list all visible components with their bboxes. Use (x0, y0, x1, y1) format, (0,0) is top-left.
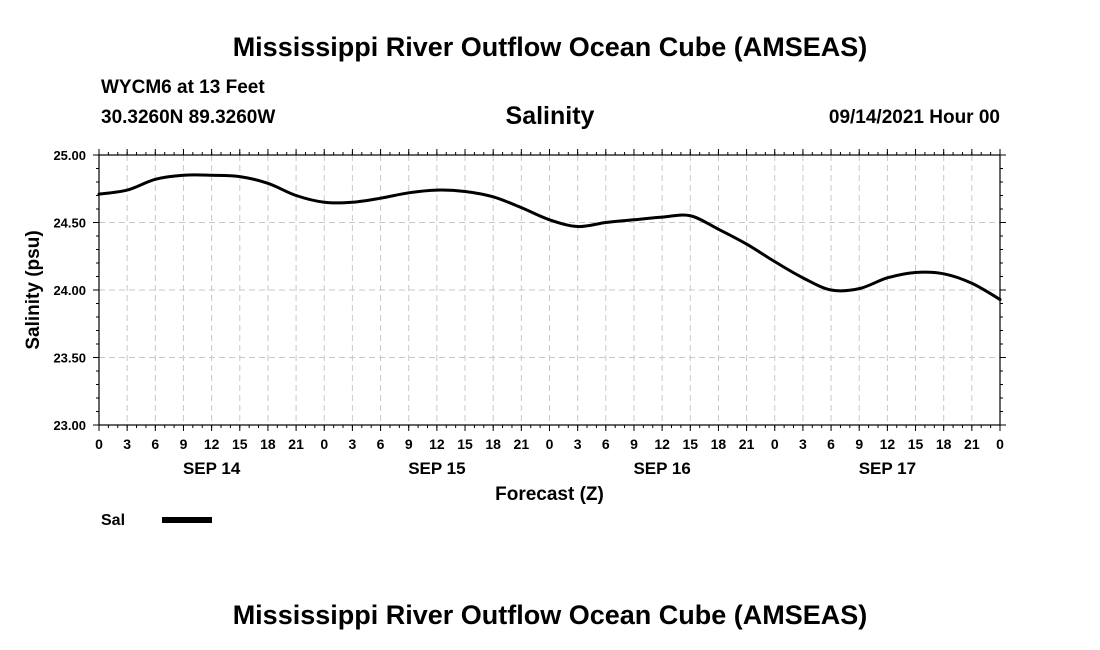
date-label: SEP 16 (633, 459, 690, 478)
x-tick-label: 0 (95, 436, 103, 452)
x-tick-label: 15 (232, 436, 248, 452)
x-tick-label: 6 (827, 436, 835, 452)
x-tick-label: 3 (799, 436, 807, 452)
y-tick-label: 24.50 (53, 216, 86, 231)
x-tick-label: 0 (546, 436, 554, 452)
y-tick-label: 23.50 (53, 351, 86, 366)
x-tick-label: 9 (180, 436, 188, 452)
x-tick-label: 6 (377, 436, 385, 452)
y-tick-label: 24.00 (53, 283, 86, 298)
legend-label: Sal (101, 512, 125, 529)
x-tick-label: 3 (349, 436, 357, 452)
x-tick-label: 9 (630, 436, 638, 452)
x-tick-label: 3 (574, 436, 582, 452)
x-tick-label: 12 (654, 436, 670, 452)
x-tick-label: 18 (485, 436, 501, 452)
chart-footer-title: Mississippi River Outflow Ocean Cube (AM… (232, 600, 868, 630)
x-tick-label: 18 (260, 436, 276, 452)
station-coordinates: 30.3260N 89.3260W (101, 107, 276, 128)
x-tick-label: 0 (996, 436, 1004, 452)
x-tick-label: 6 (602, 436, 610, 452)
date-label: SEP 15 (408, 459, 465, 478)
x-tick-label: 0 (771, 436, 779, 452)
x-tick-label: 9 (855, 436, 863, 452)
y-axis-title: Salinity (psu) (23, 230, 44, 349)
date-label: SEP 14 (183, 459, 241, 478)
x-tick-label: 15 (682, 436, 698, 452)
x-tick-label: 21 (964, 436, 980, 452)
x-tick-label: 21 (739, 436, 755, 452)
date-label: SEP 17 (859, 459, 916, 478)
x-tick-label: 21 (514, 436, 530, 452)
x-tick-label: 0 (320, 436, 328, 452)
x-tick-label: 9 (405, 436, 413, 452)
x-axis-title: Forecast (Z) (495, 484, 604, 505)
x-tick-label: 12 (429, 436, 445, 452)
y-tick-label: 23.00 (53, 418, 86, 433)
salinity-line (97, 173, 1002, 301)
x-tick-label: 12 (204, 436, 220, 452)
chart-header-title: Mississippi River Outflow Ocean Cube (AM… (232, 32, 868, 62)
y-tick-label: 25.00 (53, 148, 86, 163)
x-tick-label: 15 (457, 436, 473, 452)
x-tick-label: 18 (711, 436, 727, 452)
chart-title: Salinity (505, 102, 595, 130)
station-label: WYCM6 at 13 Feet (101, 77, 265, 98)
x-tick-label: 15 (908, 436, 924, 452)
x-tick-label: 21 (288, 436, 304, 452)
x-tick-label: 3 (123, 436, 131, 452)
x-tick-label: 18 (936, 436, 952, 452)
x-tick-label: 6 (151, 436, 159, 452)
forecast-datetime: 09/14/2021 Hour 00 (828, 107, 1000, 128)
x-tick-label: 12 (880, 436, 896, 452)
